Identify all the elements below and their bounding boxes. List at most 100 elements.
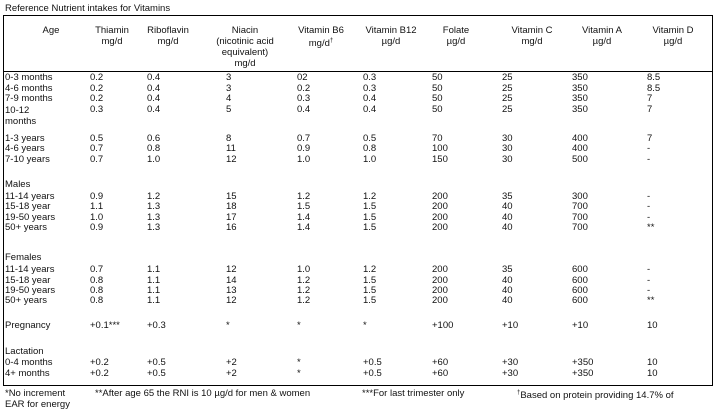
cell-vitamin-d: 7 <box>647 104 653 115</box>
header-b12-unit: µg/d <box>381 36 401 47</box>
cell-age: 15-18 year <box>5 275 51 286</box>
cell-age: 0-4 months <box>5 357 53 368</box>
cell-vitamin-b12: 1.5 <box>363 212 377 223</box>
cell-vitamin-a: 350 <box>572 83 588 94</box>
cell-thiamin: 0.8 <box>90 275 104 286</box>
cell-vitamin-d: - <box>647 264 651 275</box>
cell-thiamin: 0.2 <box>90 83 104 94</box>
cell-folate: 200 <box>432 191 448 202</box>
cell-vitamin-c: 25 <box>502 93 513 104</box>
cell-folate: 150 <box>432 154 448 165</box>
cell-vitamin-b12: * <box>363 320 367 331</box>
cell-thiamin: 0.8 <box>90 295 104 306</box>
header-riboflavin: Riboflavin mg/d <box>143 25 193 47</box>
footnote-last-trimester: ***For last trimester only <box>362 388 465 399</box>
cell-vitamin-d: ** <box>647 222 655 233</box>
cell-vitamin-b12: 0.4 <box>363 104 377 115</box>
cell-folate: 200 <box>432 222 448 233</box>
cell-niacin: 12 <box>226 264 237 275</box>
cell-thiamin: 0.3 <box>90 104 104 115</box>
footnote-rni-age65: **After age 65 the RNI is 10 µg/d for me… <box>95 388 311 399</box>
cell-folate: 50 <box>432 93 443 104</box>
cell-vitamin-b12: 1.0 <box>363 154 377 165</box>
cell-folate: 200 <box>432 275 448 286</box>
cell-niacin: 3 <box>226 83 232 94</box>
cell-niacin: 13 <box>226 285 237 296</box>
cell-vitamin-c: 30 <box>502 154 513 165</box>
cell-niacin: +2 <box>226 357 237 368</box>
cell-thiamin: 0.5 <box>90 133 104 144</box>
cell-thiamin: 0.7 <box>90 264 104 275</box>
cell-vitamin-c: 40 <box>502 201 513 212</box>
cell-riboflavin: +0.5 <box>147 368 166 379</box>
cell-vitamin-d: 8.5 <box>647 72 661 83</box>
cell-riboflavin: +0.5 <box>147 357 166 368</box>
cell-folate: 200 <box>432 201 448 212</box>
cell-vitamin-b12: 1.5 <box>363 285 377 296</box>
cell-age: 7-9 months <box>5 93 53 104</box>
header-folate-name: Folate <box>442 25 470 36</box>
header-b12-name: Vitamin B12 <box>365 25 417 36</box>
cell-vitamin-b12: 1.5 <box>363 201 377 212</box>
cell-vitamin-d: 8.5 <box>647 83 661 94</box>
header-vitamin-b6: Vitamin B6 mg/d† <box>288 25 354 49</box>
footnote-dagger: † <box>517 390 521 396</box>
cell-vitamin-b6: 1.2 <box>297 191 311 202</box>
cell-folate: 100 <box>432 143 448 154</box>
cell-vitamin-b12: 0.3 <box>363 72 377 83</box>
cell-vitamin-d: 7 <box>647 93 653 104</box>
header-thiamin-unit: mg/d <box>101 36 123 47</box>
cell-vitamin-b12: +0.5 <box>363 368 382 379</box>
cell-thiamin: 0.7 <box>90 154 104 165</box>
cell-niacin: 12 <box>226 154 237 165</box>
cell-vitamin-d: - <box>647 285 651 296</box>
cell-age: 11-14 years <box>5 264 55 275</box>
cell-vitamin-b6: 0.9 <box>297 143 311 154</box>
cell-vitamin-b12: 0.3 <box>363 83 377 94</box>
cell-vitamin-d: 10 <box>647 357 658 368</box>
cell-vitamin-c: 40 <box>502 275 513 286</box>
cell-niacin: 11 <box>226 143 236 154</box>
cell-vitamin-a: 600 <box>572 275 588 286</box>
cell-thiamin: 0.7 <box>90 143 104 154</box>
cell-thiamin: 1.1 <box>90 201 104 212</box>
cell-vitamin-c: 25 <box>502 83 513 94</box>
cell-vitamin-a: 600 <box>572 264 588 275</box>
cell-riboflavin: 1.0 <box>147 154 161 165</box>
group-title-females: Females <box>5 252 42 263</box>
cell-vitamin-c: 30 <box>502 133 513 144</box>
cell-vitamin-b6: 1.2 <box>297 285 311 296</box>
cell-thiamin: 1.0 <box>90 212 104 223</box>
cell-niacin: 14 <box>226 275 237 286</box>
cell-age: 19-50 years <box>5 285 56 296</box>
cell-vitamin-b6: 1.0 <box>297 264 311 275</box>
cell-niacin: 4 <box>226 93 232 104</box>
cell-vitamin-c: 35 <box>502 191 513 202</box>
cell-vitamin-b6: 1.2 <box>297 275 311 286</box>
cell-age: 1-3 years <box>5 133 45 144</box>
header-b6-unit-line: mg/d† <box>288 36 354 49</box>
cell-riboflavin: 1.2 <box>147 191 161 202</box>
cell-vitamin-b12: 1.2 <box>363 191 377 202</box>
cell-vitamin-c: 40 <box>502 285 513 296</box>
header-niacin-unit: mg/d <box>234 58 256 69</box>
header-divider <box>3 71 713 72</box>
cell-vitamin-d: 10 <box>647 368 658 379</box>
cell-age: 4-6 years <box>5 143 45 154</box>
header-niacin-desc-2: equivalent) <box>221 47 269 58</box>
group-title-males: Males <box>5 179 31 190</box>
header-vita-name: Vitamin A <box>582 25 622 36</box>
cell-age: 7-10 years <box>5 154 50 165</box>
cell-vitamin-d: ** <box>647 295 655 306</box>
cell-thiamin: +0.1*** <box>90 320 120 331</box>
cell-folate: 200 <box>432 264 448 275</box>
cell-riboflavin: 1.1 <box>147 295 161 306</box>
footnote-protein: †Based on protein providing 14.7% of <box>517 388 674 401</box>
cell-riboflavin: 0.8 <box>147 143 161 154</box>
header-niacin-desc-1: (nicotinic acid <box>216 36 274 47</box>
cell-age: 50+ years <box>5 222 47 233</box>
header-vitamin-d: Vitamin D µg/d <box>642 25 704 47</box>
cell-riboflavin: 1.1 <box>147 264 161 275</box>
header-folate: Folate µg/d <box>436 25 476 47</box>
